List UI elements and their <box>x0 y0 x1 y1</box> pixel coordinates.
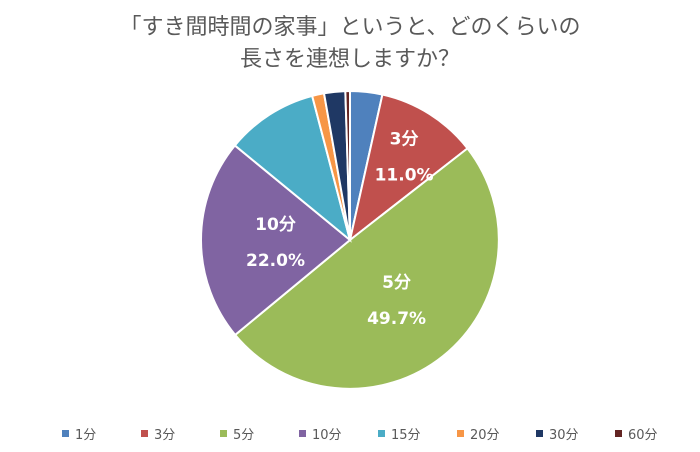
pie-slices <box>200 89 500 390</box>
legend-label-3: 5分 <box>233 428 255 443</box>
legend-swatch-4 <box>299 430 306 437</box>
data-label-category-2: 5分 <box>382 273 411 293</box>
legend-swatch-6 <box>457 430 464 437</box>
pie-slice-4 <box>200 144 352 337</box>
legend-label-8: 60分 <box>628 428 658 443</box>
legend-item-6: 20分 <box>457 424 500 443</box>
legend-swatch-7 <box>536 430 543 437</box>
pie-data-labels: 3分 11.0% 5分 49.7% 10分 22.0% <box>246 129 434 329</box>
data-label-category-3: 10分 <box>255 215 296 235</box>
chart-title-line-1: 「すき間時間の家事」というと、どのくらいの <box>119 15 581 40</box>
legend-item-5: 15分 <box>378 424 421 443</box>
legend-item-2: 3分 <box>141 424 175 443</box>
legend-swatch-8 <box>615 430 622 437</box>
legend-swatch-5 <box>378 430 385 437</box>
pie-slice-2 <box>348 93 469 243</box>
legend-label-5: 15分 <box>391 428 421 443</box>
legend-label-6: 20分 <box>470 428 500 443</box>
legend-swatch-1 <box>62 430 69 437</box>
legend-item-8: 60分 <box>615 424 658 443</box>
legend-label-7: 30分 <box>549 428 579 443</box>
legend-label-2: 3分 <box>154 428 176 443</box>
legend-label-4: 10分 <box>312 428 342 443</box>
legend-item-4: 10分 <box>299 424 342 443</box>
legend-swatch-3 <box>220 430 227 437</box>
chart-title-line-2: 長さを連想しますか？ <box>239 47 460 72</box>
data-label-value-1: 11.0% <box>375 165 434 185</box>
data-label-value-2: 49.7% <box>367 309 426 329</box>
pie-slice-3 <box>233 146 500 390</box>
legend-item-3: 5分 <box>220 424 254 443</box>
data-label-value-3: 22.0% <box>246 251 305 271</box>
legend-item-7: 30分 <box>536 424 579 443</box>
pie-slice-8 <box>344 89 351 241</box>
data-label-category-1: 3分 <box>390 129 419 149</box>
legend-label-1: 1分 <box>75 428 97 443</box>
chart-title: 「すき間時間の家事」というと、どのくらいの 長さを連想しますか？ <box>0 12 700 76</box>
legend-item-1: 1分 <box>62 424 96 443</box>
chart-legend: 1分 3分 5分 10分 15分 20分 30分 60分 <box>0 424 700 446</box>
legend-swatch-2 <box>141 430 148 437</box>
